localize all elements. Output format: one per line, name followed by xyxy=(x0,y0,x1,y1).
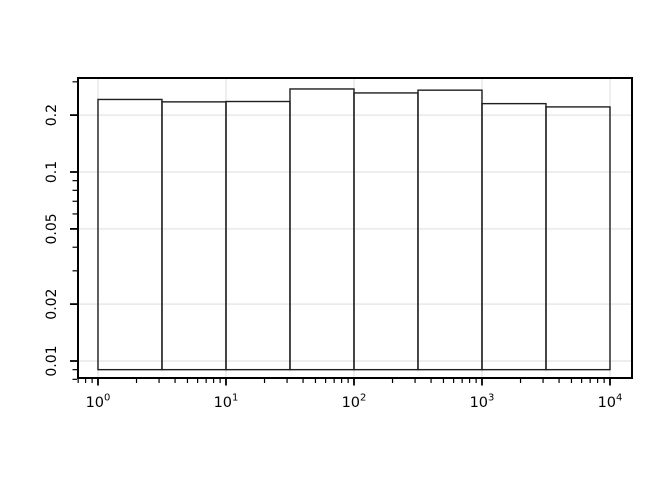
histogram-bar xyxy=(225,100,291,371)
histogram-bar xyxy=(481,102,547,371)
histogram-bar xyxy=(545,106,611,371)
x-tick-label: 100 xyxy=(86,393,111,412)
y-tick-label: 0.1 xyxy=(44,161,60,183)
x-tick-label: 102 xyxy=(342,393,367,412)
y-tick-label: 0.05 xyxy=(44,213,60,244)
plot-frame xyxy=(77,77,633,379)
y-tick-label: 0.01 xyxy=(44,345,60,376)
x-tick-label: 104 xyxy=(598,393,623,412)
y-tick-label: 0.2 xyxy=(44,104,60,126)
x-tick-label: 101 xyxy=(214,393,239,412)
histogram-bar xyxy=(417,89,483,371)
histogram-bar xyxy=(353,92,419,371)
histogram-bar xyxy=(97,98,163,371)
x-tick-label: 103 xyxy=(470,393,495,412)
histogram-bar xyxy=(161,101,227,371)
y-tick-label: 0.02 xyxy=(44,289,60,320)
